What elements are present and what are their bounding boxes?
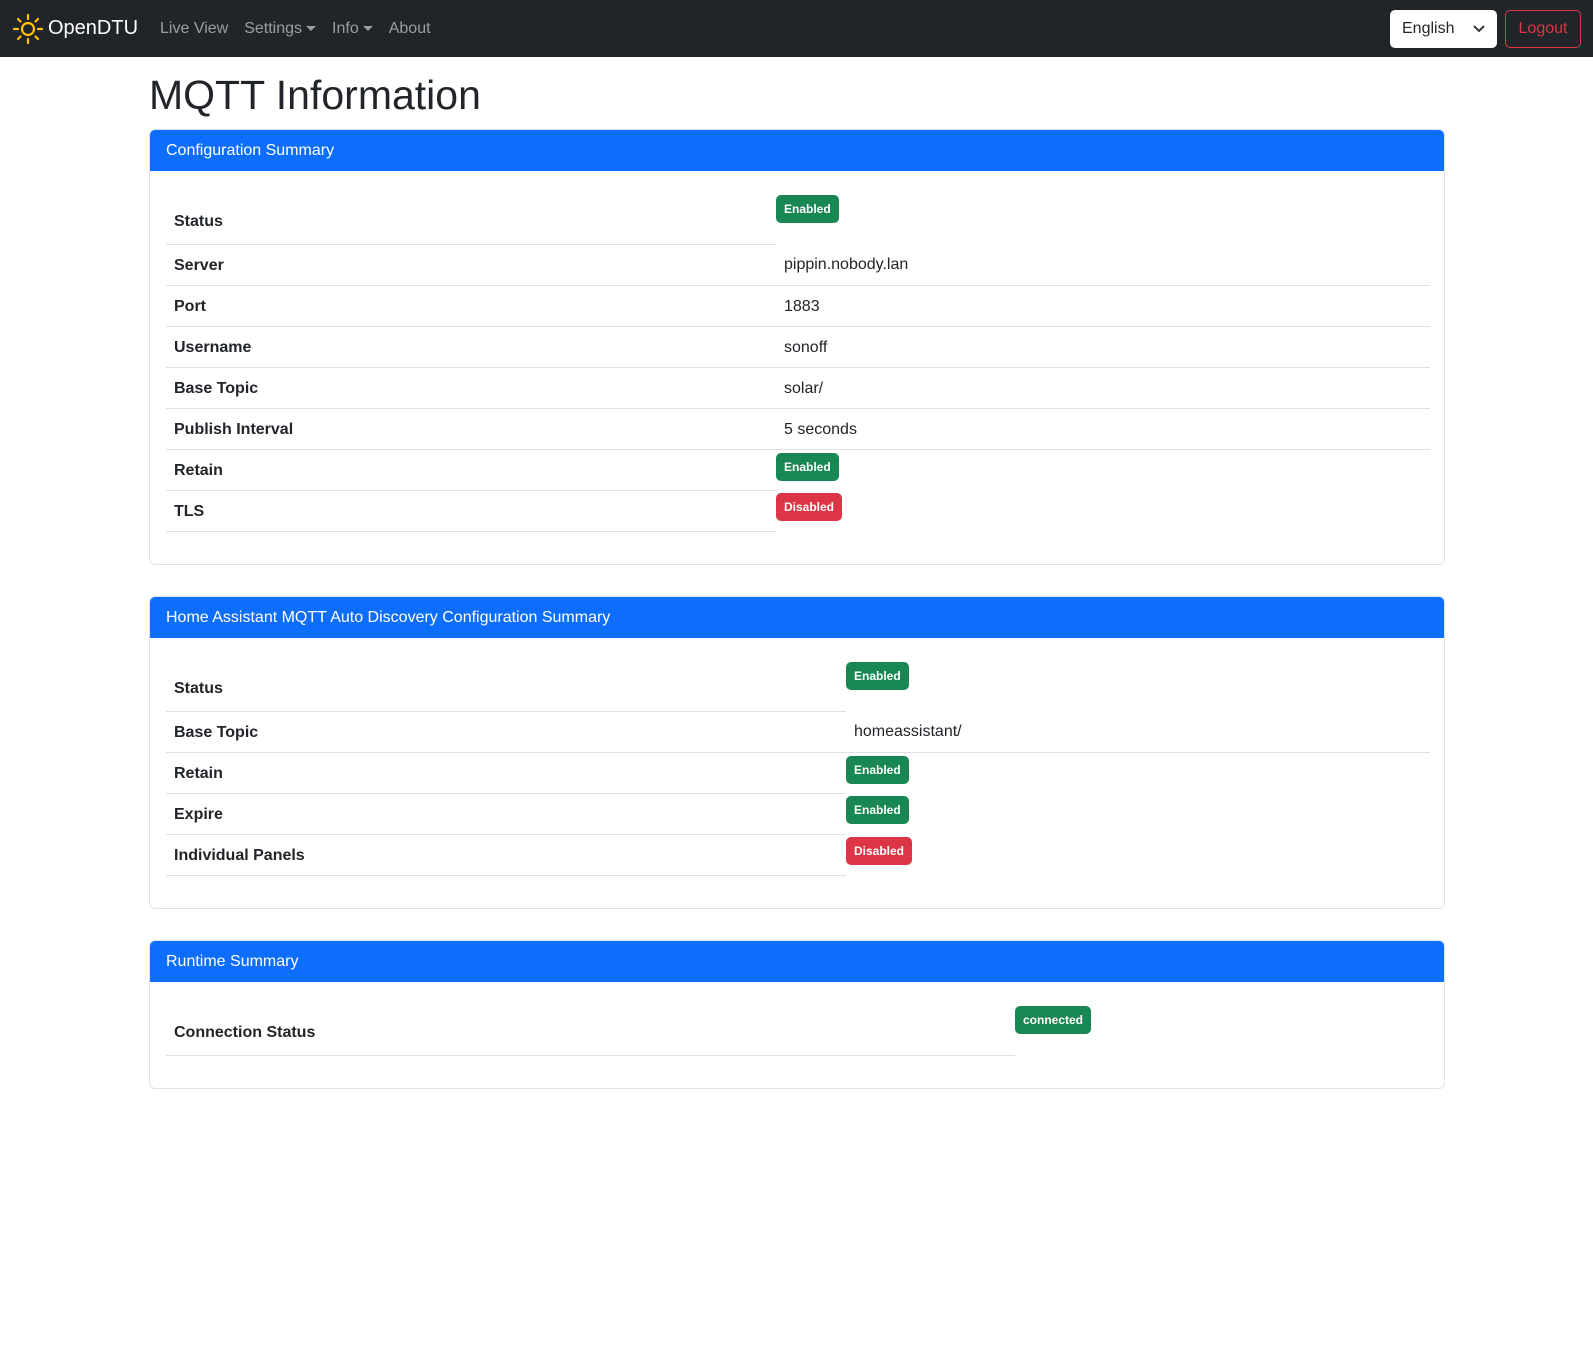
row-value-cell: Enabled bbox=[776, 449, 1430, 490]
nav-about[interactable]: About bbox=[389, 20, 431, 38]
status-badge: Enabled bbox=[776, 195, 839, 223]
table-row: Expire Enabled bbox=[166, 793, 1430, 835]
row-label: Username bbox=[166, 326, 776, 368]
status-badge: Enabled bbox=[846, 796, 909, 824]
config-table: Status Enabled Server pippin.nobody.lan Port… bbox=[166, 187, 1430, 532]
table-row: Port 1883 bbox=[166, 285, 1430, 327]
row-value: homeassistant/ bbox=[846, 711, 1430, 753]
table-row: Publish Interval 5 seconds bbox=[166, 408, 1430, 450]
row-value-cell: connected bbox=[1015, 998, 1430, 1055]
table-row: Base Topic homeassistant/ bbox=[166, 711, 1430, 753]
logout-button[interactable]: Logout bbox=[1505, 10, 1581, 48]
row-label: Server bbox=[166, 244, 776, 286]
status-badge: Disabled bbox=[846, 837, 913, 865]
nav-label: Live View bbox=[160, 19, 229, 37]
nav-label: Settings bbox=[244, 19, 303, 37]
row-label: TLS bbox=[166, 490, 776, 532]
table-row: TLS Disabled bbox=[166, 490, 1430, 532]
row-label: Port bbox=[166, 285, 776, 327]
row-value: pippin.nobody.lan bbox=[776, 244, 1430, 286]
row-label: Individual Panels bbox=[166, 834, 846, 876]
row-value-cell: Enabled bbox=[846, 793, 1430, 834]
language-value: English bbox=[1402, 20, 1455, 37]
runtime-summary-card: Runtime Summary Connection Status connect… bbox=[149, 940, 1445, 1089]
chevron-down-icon bbox=[1473, 25, 1485, 33]
page-title: MQTT Information bbox=[149, 72, 481, 118]
table-row: Base Topic solar/ bbox=[166, 367, 1430, 409]
nav-settings[interactable]: Settings bbox=[244, 19, 317, 38]
row-label: Retain bbox=[166, 752, 846, 794]
table-row: Retain Enabled bbox=[166, 752, 1430, 794]
row-label: Publish Interval bbox=[166, 408, 776, 450]
caret-down-icon bbox=[362, 26, 373, 31]
row-value: 5 seconds bbox=[776, 408, 1430, 450]
status-badge: Disabled bbox=[776, 493, 843, 521]
card-header: Configuration Summary bbox=[150, 130, 1444, 171]
nav-info[interactable]: Info bbox=[332, 20, 373, 38]
table-row: Connection Status connected bbox=[166, 998, 1430, 1056]
row-value-cell: Disabled bbox=[776, 490, 1430, 531]
row-value-cell: Disabled bbox=[846, 834, 1430, 875]
table-row: Retain Enabled bbox=[166, 449, 1430, 491]
config-summary-card: Configuration Summary Status Enabled Serve… bbox=[149, 129, 1445, 565]
brand-link[interactable]: OpenDTU bbox=[12, 13, 138, 45]
brand-name: OpenDTU bbox=[48, 17, 139, 39]
status-badge: Enabled bbox=[846, 755, 909, 784]
row-label: Base Topic bbox=[166, 367, 776, 409]
table-row: Username sonoff bbox=[166, 326, 1430, 368]
nav-live-view[interactable]: Live View bbox=[160, 20, 228, 38]
hass-table: Status Enabled Base Topic homeassistant/Ret… bbox=[166, 654, 1430, 876]
runtime-table: Connection Status connected bbox=[166, 998, 1430, 1056]
row-value: sonoff bbox=[776, 326, 1430, 368]
row-value-cell: Enabled bbox=[846, 654, 1430, 711]
card-header: Home Assistant MQTT Auto Discovery Confi… bbox=[150, 597, 1444, 638]
row-value-cell: Enabled bbox=[776, 187, 1430, 244]
navbar: OpenDTU Live View Settings Info About En… bbox=[0, 0, 1593, 57]
row-value-cell: Enabled bbox=[846, 752, 1430, 793]
status-badge: Enabled bbox=[846, 662, 909, 690]
language-select[interactable]: English bbox=[1390, 10, 1497, 48]
table-row: Server pippin.nobody.lan bbox=[166, 244, 1430, 286]
hass-summary-card: Home Assistant MQTT Auto Discovery Confi… bbox=[149, 596, 1445, 909]
row-value: 1883 bbox=[776, 285, 1430, 327]
row-label: Status bbox=[166, 187, 776, 245]
nav-label: Info bbox=[332, 19, 359, 37]
row-label: Connection Status bbox=[166, 998, 1015, 1056]
caret-down-icon bbox=[306, 26, 317, 31]
table-row: Status Enabled bbox=[166, 187, 1430, 245]
row-value: solar/ bbox=[776, 367, 1430, 409]
table-row: Status Enabled bbox=[166, 654, 1430, 712]
status-badge: connected bbox=[1015, 1006, 1092, 1034]
table-row: Individual Panels Disabled bbox=[166, 834, 1430, 876]
row-label: Status bbox=[166, 654, 846, 712]
row-label: Expire bbox=[166, 793, 846, 835]
status-badge: Enabled bbox=[776, 452, 839, 481]
sun-icon bbox=[12, 13, 44, 44]
card-header: Runtime Summary bbox=[150, 941, 1444, 982]
nav-label: About bbox=[388, 19, 431, 37]
row-label: Retain bbox=[166, 449, 776, 491]
row-label: Base Topic bbox=[166, 711, 846, 753]
